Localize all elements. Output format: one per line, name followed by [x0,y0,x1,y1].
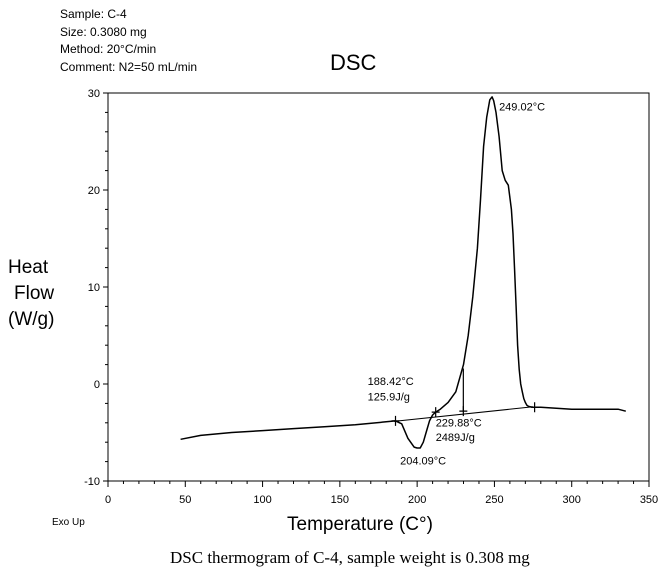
sample-method: Method: 20°C/min [60,42,157,56]
annotations: 249.02°C 188.42°C 125.9J/g 229.88°C 2489J/g 2… [368,101,545,467]
sample-info: Sample: C-4 Size: 0.3080 mg Method: 20°C… [60,6,197,76]
chart-title: DSC [330,50,377,75]
y-axis-label-line2: Flow [14,283,55,304]
heat-flow-curve [180,96,626,449]
annotation-label: 229.88°C [436,418,482,430]
y-tick-label: 30 [88,88,100,100]
integration-marker [391,415,400,426]
y-axis-label: Heat Flow (W/g) [8,255,54,333]
sample-name: Sample: C-4 [60,7,127,21]
integration-marker [530,402,539,413]
annotation-label: 204.09°C [400,456,446,468]
axes: 0 50 100 150 200 250 300 350 -10 0 10 20 30 [84,88,658,506]
x-axis-label: Temperature (C°) [287,514,433,535]
integration-marker [459,406,468,417]
y-tick-label: 0 [94,379,100,391]
x-tick-label: 200 [408,494,426,506]
x-tick-label: 300 [563,494,581,506]
sample-comment: Comment: N2=50 mL/min [60,59,198,74]
sample-size: Size: 0.3080 mg [60,24,147,39]
figure-caption: DSC thermogram of C-4, sample weight is … [170,548,530,567]
annotation-label: 188.42°C [368,376,414,388]
y-axis-label-line3: (W/g) [8,309,55,330]
annotation-label: 2489J/g [436,432,475,444]
annotation-label: 249.02°C [499,101,545,113]
x-tick-label: 250 [485,494,503,506]
exo-up-label: Exo Up [52,517,85,528]
x-tick-label: 0 [105,494,111,506]
x-tick-label: 350 [640,494,658,506]
integration-marker [431,407,440,418]
chart-marks [180,96,626,449]
x-tick-label: 150 [331,494,349,506]
y-axis-label-line1: Heat [8,257,49,278]
x-tick-label: 100 [253,494,271,506]
annotation-label: 125.9J/g [368,391,410,403]
y-tick-label: 10 [88,282,100,294]
y-tick-label: 20 [88,185,100,197]
y-tick-label: -10 [84,476,100,488]
x-tick-label: 50 [179,494,191,506]
